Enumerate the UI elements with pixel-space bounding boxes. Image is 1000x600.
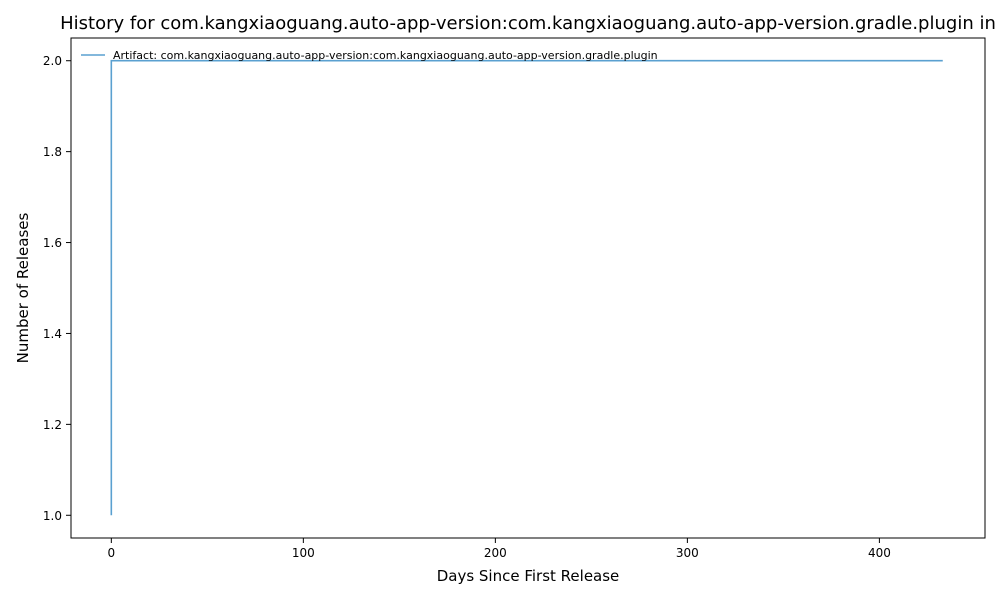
y-tick-label: 1.6 [43, 236, 62, 250]
legend: Artifact: com.kangxiaoguang.auto-app-ver… [81, 49, 658, 62]
y-tick-label: 1.0 [43, 509, 62, 523]
series-line-0 [110, 59, 943, 516]
plot-frame [70, 37, 986, 539]
y-tick-label: 1.8 [43, 145, 62, 159]
x-tick-label: 0 [108, 546, 116, 560]
x-tick-label: 100 [292, 546, 315, 560]
chart-title: History for com.kangxiaoguang.auto-app-v… [60, 13, 996, 34]
legend-label: Artifact: com.kangxiaoguang.auto-app-ver… [113, 49, 658, 62]
y-axis-title: Number of Releases [14, 212, 32, 363]
y-tick-label: 2.0 [43, 54, 62, 68]
x-tick-label: 300 [676, 546, 699, 560]
y-tick-label: 1.2 [43, 418, 62, 432]
y-axis: 1.0 1.2 1.4 1.6 1.8 2.0 [43, 54, 71, 523]
x-axis-title: Days Since First Release [437, 567, 620, 585]
series-layer [110, 59, 943, 516]
x-axis: 0 100 200 300 400 [108, 538, 891, 560]
x-tick-label: 400 [868, 546, 891, 560]
x-tick-label: 200 [484, 546, 507, 560]
y-tick-label: 1.4 [43, 327, 62, 341]
